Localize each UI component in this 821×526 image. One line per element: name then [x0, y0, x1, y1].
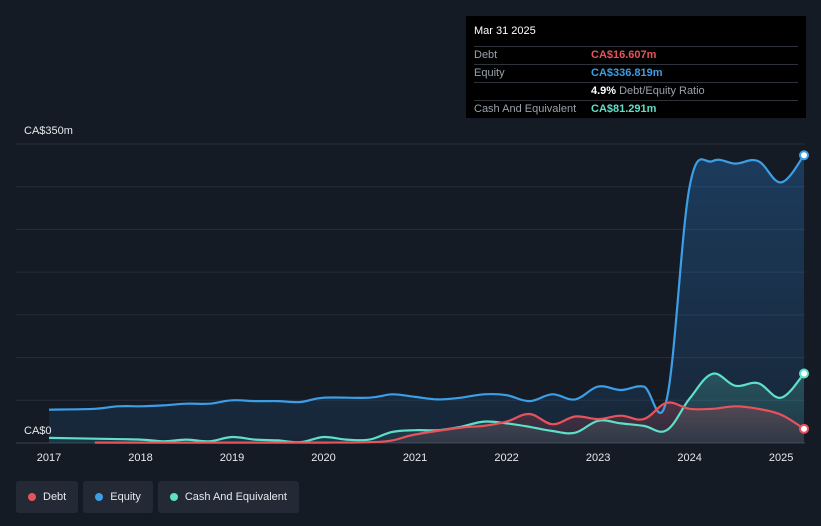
tooltip-label [474, 83, 591, 100]
ratio-label: Debt/Equity Ratio [619, 85, 705, 97]
tooltip-label: Cash And Equivalent [474, 103, 577, 115]
x-tick-label: 2023 [586, 452, 610, 464]
tooltip-row-debt: Debt CA$16.607m [474, 46, 798, 64]
tooltip-date: Mar 31 2025 [474, 25, 536, 37]
tooltip-value: CA$81.291m [591, 103, 657, 115]
tooltip-row-cash: Cash And Equivalent CA$81.291m [474, 100, 798, 118]
tooltip-panel: Mar 31 2025 Debt CA$16.607m Equity CA$33… [466, 16, 806, 118]
debt-area [94, 402, 805, 443]
tooltip-value: 4.9% Debt/Equity Ratio [591, 83, 705, 100]
debt-dot-icon [28, 493, 36, 501]
ratio-value: 4.9% [591, 85, 617, 97]
debt-line [94, 401, 805, 444]
legend: Debt Equity Cash And Equivalent [16, 481, 299, 513]
debt-end-marker [799, 423, 809, 434]
legend-item-debt[interactable]: Debt [16, 481, 79, 513]
legend-label: Cash And Equivalent [184, 491, 287, 503]
x-tick-label: 2022 [494, 452, 518, 464]
cash-end-marker [799, 368, 809, 379]
tooltip-row-ratio: 4.9% Debt/Equity Ratio [474, 82, 798, 100]
tooltip-row-equity: Equity CA$336.819m [474, 64, 798, 82]
equity-line [48, 154, 805, 414]
tooltip-label: Debt [474, 49, 498, 61]
equity-end-marker [799, 150, 809, 161]
tooltip-value: CA$336.819m [591, 67, 663, 79]
y-axis-bottom-label: CA$0 [24, 425, 52, 437]
legend-label: Debt [43, 491, 67, 503]
x-tick-label: 2025 [769, 452, 793, 464]
x-tick-label: 2024 [677, 452, 701, 464]
x-tick-label: 2019 [220, 452, 244, 464]
tooltip-value: CA$16.607m [591, 49, 657, 61]
cash-dot-icon [169, 493, 178, 501]
x-tick-label: 2017 [37, 452, 61, 464]
tooltip-label: Equity [474, 67, 505, 79]
x-tick-label: 2018 [128, 452, 152, 464]
equity-dot-icon [95, 493, 104, 501]
legend-item-equity[interactable]: Equity [83, 481, 153, 513]
legend-label: Equity [110, 491, 141, 503]
legend-item-cash[interactable]: Cash And Equivalent [157, 481, 299, 513]
y-axis-top-label: CA$350m [24, 125, 73, 137]
x-tick-label: 2020 [311, 452, 335, 464]
x-tick-label: 2021 [403, 452, 427, 464]
